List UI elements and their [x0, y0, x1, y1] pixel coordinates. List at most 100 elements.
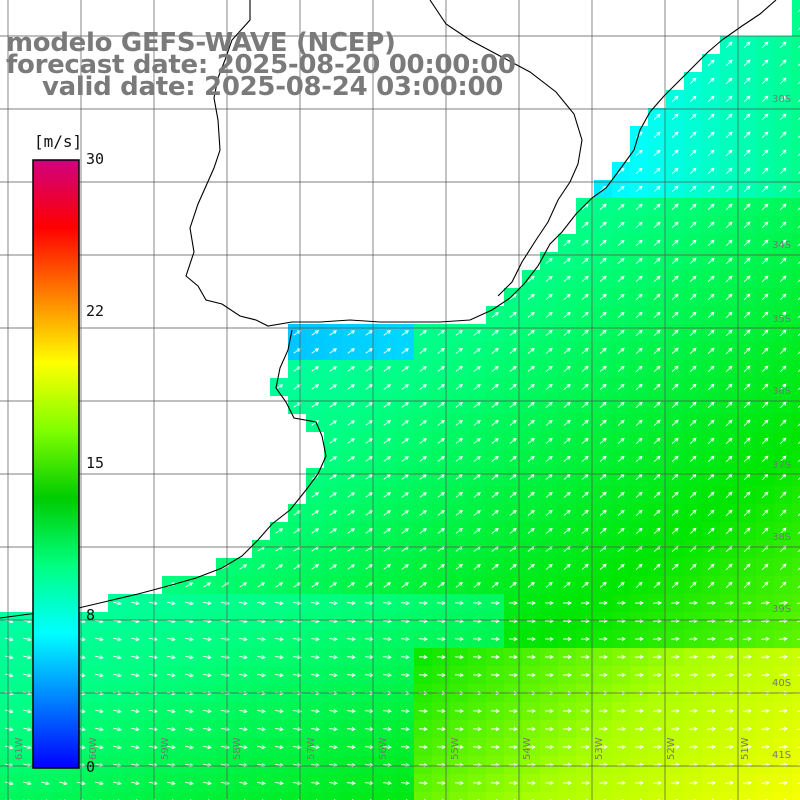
- wind-arrow: [761, 185, 769, 193]
- wind-arrow: [166, 601, 176, 606]
- wind-arrow: [328, 637, 338, 642]
- wind-arrow: [581, 419, 589, 426]
- wind-arrow: [383, 402, 392, 408]
- wind-arrow: [238, 745, 248, 750]
- wind-arrow: [617, 257, 625, 264]
- wind-arrow: [509, 419, 517, 426]
- wind-arrow: [238, 673, 248, 678]
- wind-arrow: [437, 420, 445, 426]
- wind-arrow: [707, 257, 715, 265]
- wind-arrow: [562, 636, 572, 642]
- lon-label: 55W: [450, 737, 461, 760]
- wind-arrow: [347, 384, 356, 390]
- wind-arrow: [617, 419, 625, 426]
- wind-arrow: [599, 347, 607, 354]
- wind-arrow: [743, 527, 751, 535]
- lat-label: 41S: [772, 750, 792, 761]
- wind-arrow: [725, 419, 733, 427]
- wind-arrow: [671, 167, 679, 175]
- wind-arrow: [455, 366, 463, 372]
- wind-arrow: [544, 672, 554, 678]
- colorbar-tick-30: 30: [86, 150, 105, 168]
- wind-arrow: [455, 420, 463, 426]
- wind-arrow: [563, 491, 571, 498]
- lat-label: 37S: [772, 460, 792, 471]
- wind-arrow: [419, 330, 427, 336]
- wind-arrow: [635, 401, 643, 409]
- wind-cell: [144, 792, 162, 800]
- wind-arrow: [653, 185, 661, 193]
- wind-arrow: [688, 744, 698, 750]
- wind-arrow: [112, 727, 122, 732]
- wind-arrow: [724, 672, 734, 677]
- wind-cell: [792, 18, 800, 36]
- wind-arrow: [527, 329, 535, 336]
- lon-label: 54W: [522, 737, 533, 760]
- wind-arrow: [311, 420, 320, 426]
- wind-arrow: [707, 437, 715, 445]
- wind-arrow: [689, 149, 697, 157]
- wind-arrow: [653, 347, 661, 355]
- wind-arrow: [292, 709, 302, 714]
- wind-arrow: [437, 582, 445, 588]
- wind-arrow: [383, 510, 392, 516]
- wind-arrow: [166, 745, 176, 750]
- wind-arrow: [472, 672, 482, 678]
- wind-arrow: [400, 655, 410, 660]
- wind-arrow: [310, 709, 320, 714]
- wind-arrow: [671, 275, 679, 283]
- wind-arrow: [725, 491, 733, 499]
- wind-arrow: [707, 491, 715, 499]
- wind-cell: [702, 792, 720, 800]
- wind-arrow: [653, 329, 661, 337]
- wind-arrow: [635, 203, 643, 211]
- wind-arrow: [346, 637, 356, 642]
- lat-label: 39S: [772, 604, 792, 615]
- wind-arrow: [743, 95, 751, 103]
- wind-arrow: [779, 167, 787, 175]
- wind-arrow: [526, 708, 536, 714]
- wind-arrow: [742, 726, 752, 731]
- wind-arrow: [455, 330, 463, 336]
- wind-arrow: [689, 347, 697, 355]
- wind-arrow: [563, 275, 571, 282]
- wind-arrow: [707, 275, 715, 283]
- wind-arrow: [292, 601, 302, 606]
- wind-arrow: [797, 153, 800, 157]
- wind-cell: [792, 90, 800, 108]
- wind-arrow: [743, 455, 751, 463]
- wind-cell: [792, 666, 800, 684]
- wind-arrow: [797, 279, 800, 283]
- wind-arrow: [725, 203, 733, 211]
- wind-arrow: [329, 402, 338, 408]
- wind-arrow: [455, 456, 463, 462]
- wind-arrow: [365, 384, 374, 390]
- wind-arrow: [329, 384, 338, 390]
- wind-arrow: [634, 600, 644, 606]
- wind-arrow: [652, 744, 662, 750]
- wind-arrow: [707, 365, 715, 373]
- wind-cell: [792, 0, 800, 18]
- wind-arrow: [365, 438, 374, 444]
- wind-arrow: [563, 527, 571, 534]
- map-title: modelo GEFS-WAVE (NCEP): [6, 28, 396, 58]
- wind-arrow: [544, 780, 554, 786]
- wind-arrow: [743, 185, 751, 193]
- wind-arrow: [653, 113, 661, 121]
- wind-arrow: [329, 366, 338, 372]
- lat-label: 36S: [772, 386, 792, 397]
- wind-arrow: [455, 402, 463, 408]
- wind-arrow: [779, 365, 787, 373]
- wind-arrow: [202, 745, 212, 750]
- wind-arrow: [634, 654, 644, 660]
- wind-arrow: [635, 149, 643, 157]
- wind-arrow: [671, 257, 679, 265]
- wind-arrow: [311, 492, 320, 498]
- wind-arrow: [706, 780, 716, 785]
- wind-arrow: [671, 221, 679, 229]
- wind-arrow: [311, 402, 320, 408]
- wind-arrow: [653, 275, 661, 283]
- wind-arrow: [347, 420, 356, 426]
